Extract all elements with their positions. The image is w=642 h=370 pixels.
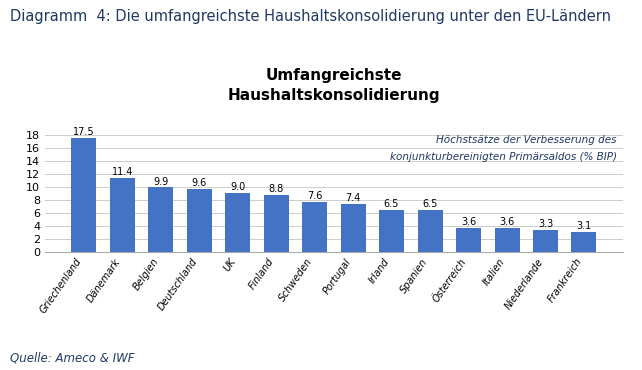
Bar	[225, 193, 250, 252]
Text: 6.5: 6.5	[422, 199, 438, 209]
Bar	[456, 228, 481, 252]
Text: 3.6: 3.6	[461, 217, 476, 227]
Text: 3.1: 3.1	[577, 221, 591, 231]
Text: 8.8: 8.8	[268, 184, 284, 194]
Bar	[494, 228, 519, 252]
Text: 3.3: 3.3	[538, 219, 553, 229]
Bar	[187, 189, 212, 252]
Text: 17.5: 17.5	[73, 127, 94, 137]
Bar	[571, 232, 596, 252]
Text: Umfangreichste: Umfangreichste	[266, 68, 402, 83]
Bar	[379, 209, 404, 252]
Bar	[148, 188, 173, 252]
Bar	[533, 230, 558, 252]
Text: 11.4: 11.4	[112, 167, 133, 177]
Text: 9.6: 9.6	[191, 178, 207, 188]
Text: 6.5: 6.5	[384, 199, 399, 209]
Text: 7.6: 7.6	[307, 191, 322, 201]
Text: Haushaltskonsolidierung: Haushaltskonsolidierung	[227, 88, 440, 102]
Bar	[340, 204, 365, 252]
Bar	[302, 202, 327, 252]
Text: 7.4: 7.4	[345, 193, 361, 203]
Bar	[417, 209, 442, 252]
Bar	[264, 195, 289, 252]
Text: Diagramm  4: Die umfangreichste Haushaltskonsolidierung unter den EU-Ländern: Diagramm 4: Die umfangreichste Haushalts…	[10, 9, 611, 24]
Text: Quelle: Ameco & IWF: Quelle: Ameco & IWF	[10, 352, 134, 364]
Text: konjunkturbereinigten Primärsaldos (% BIP): konjunkturbereinigten Primärsaldos (% BI…	[390, 152, 617, 162]
Text: 9.0: 9.0	[230, 182, 245, 192]
Text: 3.6: 3.6	[499, 217, 515, 227]
Text: 9.9: 9.9	[153, 176, 168, 186]
Text: Höchstsätze der Verbesserung des: Höchstsätze der Verbesserung des	[437, 135, 617, 145]
Bar	[110, 178, 135, 252]
Bar	[71, 138, 96, 252]
